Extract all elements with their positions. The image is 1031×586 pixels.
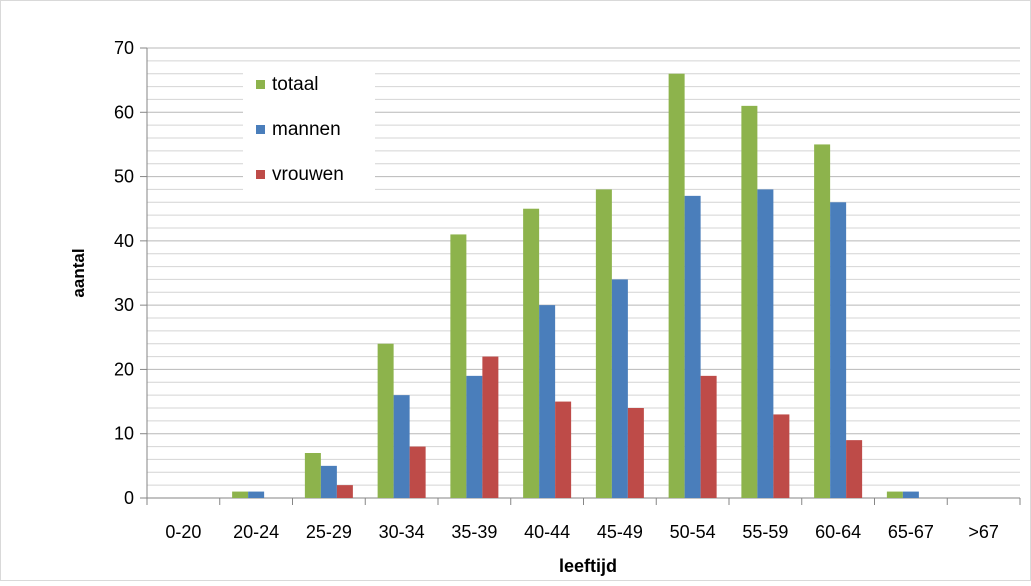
- bar-mannen: [757, 189, 774, 498]
- x-tick-label: 35-39: [451, 522, 497, 542]
- bars: [232, 73, 919, 499]
- y-tick-label: 70: [114, 38, 134, 58]
- legend-swatch-vrouwen: [256, 170, 265, 179]
- bar-vrouwen: [627, 408, 644, 498]
- x-tick-labels: 0-20 20-24 25-29 30-34 35-39 40-44 45-49 50-54 5…: [165, 522, 999, 542]
- bar-mannen: [902, 491, 919, 498]
- bar-totaal: [886, 491, 903, 498]
- y-axis-title: aantal: [69, 248, 88, 297]
- x-tick-label: 25-29: [306, 522, 352, 542]
- legend-label: vrouwen: [272, 164, 344, 185]
- bar-vrouwen: [773, 414, 790, 498]
- y-tick-label: 30: [114, 295, 134, 315]
- bar-totaal: [741, 105, 758, 498]
- bar-mannen: [248, 491, 265, 498]
- legend-label: totaal: [272, 74, 318, 95]
- legend-swatch-mannen: [256, 125, 265, 134]
- bar-totaal: [304, 453, 321, 498]
- legend: totaal mannen vrouwen: [243, 64, 375, 200]
- y-tick-label: 40: [114, 231, 134, 251]
- x-tick-label: 60-64: [815, 522, 861, 542]
- x-axis-title: leeftijd: [559, 556, 617, 576]
- bar-mannen: [466, 375, 483, 498]
- gridlines: [147, 47, 1020, 486]
- legend-swatch-totaal: [256, 80, 265, 89]
- bar-vrouwen: [846, 440, 863, 498]
- bar-vrouwen: [482, 356, 499, 498]
- x-tick-label: 50-54: [670, 522, 716, 542]
- y-tick-label: 60: [114, 102, 134, 122]
- bar-mannen: [320, 465, 337, 498]
- bar-vrouwen: [700, 375, 717, 498]
- y-tick-label: 20: [114, 359, 134, 379]
- bar-mannen: [684, 195, 701, 498]
- bar-totaal: [450, 234, 467, 498]
- bar-totaal: [668, 73, 685, 498]
- bar-vrouwen: [336, 485, 353, 498]
- bar-mannen: [393, 395, 410, 498]
- y-tick-label: 0: [124, 488, 134, 508]
- x-tick-label: 55-59: [742, 522, 788, 542]
- y-tick-label: 10: [114, 424, 134, 444]
- y-tick-labels: 0 10 20 30 40 50 60 70: [114, 38, 134, 508]
- bar-mannen: [611, 279, 628, 498]
- bar-totaal: [814, 144, 831, 498]
- bar-totaal: [523, 208, 540, 498]
- legend-label: mannen: [272, 119, 341, 140]
- bar-totaal: [595, 189, 612, 498]
- bar-mannen: [830, 202, 847, 499]
- x-tick-label: 45-49: [597, 522, 643, 542]
- bar-vrouwen: [409, 446, 426, 498]
- bar-mannen: [539, 305, 556, 498]
- y-tick-label: 50: [114, 167, 134, 187]
- x-tick-label: 30-34: [379, 522, 425, 542]
- bar-totaal: [377, 343, 394, 498]
- x-tick-label: 40-44: [524, 522, 570, 542]
- x-tick-label: 65-67: [888, 522, 934, 542]
- x-tick-label: >67: [968, 522, 999, 542]
- x-tick-label: 20-24: [233, 522, 279, 542]
- x-tick-label: 0-20: [165, 522, 201, 542]
- bar-totaal: [232, 491, 249, 498]
- bar-vrouwen: [555, 401, 572, 498]
- axes: [140, 47, 1021, 505]
